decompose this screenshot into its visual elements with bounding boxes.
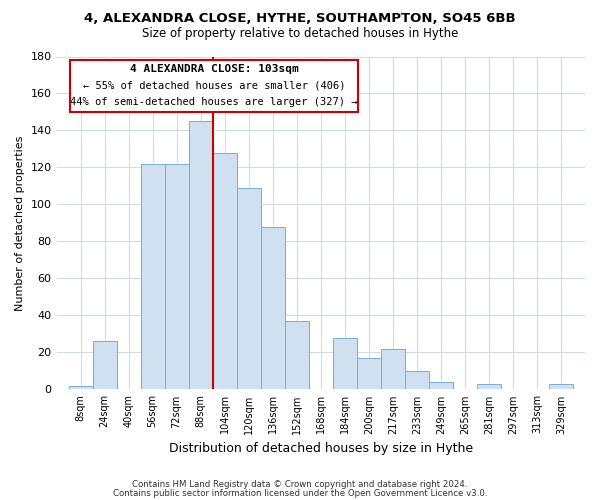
Y-axis label: Number of detached properties: Number of detached properties [15,136,25,310]
Text: ← 55% of detached houses are smaller (406): ← 55% of detached houses are smaller (40… [83,80,346,90]
Bar [212,152,236,390]
Text: 44% of semi-detached houses are larger (327) →: 44% of semi-detached houses are larger (… [70,97,358,107]
Bar [477,384,501,390]
Bar [285,321,309,390]
Bar [381,348,405,390]
Bar [357,358,381,390]
Bar [236,188,261,390]
Bar [68,386,92,390]
Text: 4 ALEXANDRA CLOSE: 103sqm: 4 ALEXANDRA CLOSE: 103sqm [130,64,299,74]
Bar [188,121,212,390]
Bar [405,371,429,390]
FancyBboxPatch shape [70,60,358,112]
Bar [429,382,453,390]
Bar [261,226,285,390]
Text: Contains public sector information licensed under the Open Government Licence v3: Contains public sector information licen… [113,489,487,498]
Bar [164,164,188,390]
Bar [140,164,164,390]
Text: Contains HM Land Registry data © Crown copyright and database right 2024.: Contains HM Land Registry data © Crown c… [132,480,468,489]
Bar [549,384,573,390]
Bar [333,338,357,390]
Text: 4, ALEXANDRA CLOSE, HYTHE, SOUTHAMPTON, SO45 6BB: 4, ALEXANDRA CLOSE, HYTHE, SOUTHAMPTON, … [84,12,516,26]
Bar [92,342,116,390]
X-axis label: Distribution of detached houses by size in Hythe: Distribution of detached houses by size … [169,442,473,455]
Text: Size of property relative to detached houses in Hythe: Size of property relative to detached ho… [142,28,458,40]
